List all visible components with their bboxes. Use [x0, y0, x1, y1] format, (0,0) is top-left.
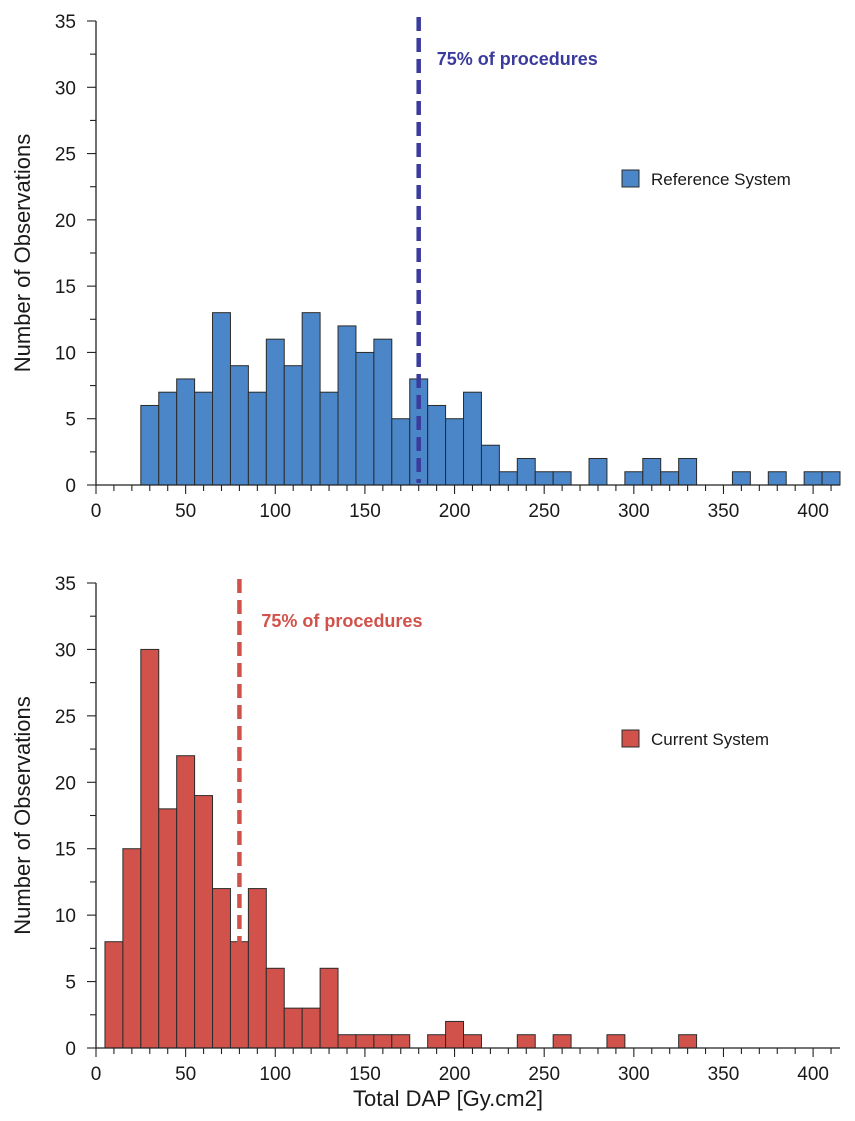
histogram-bar — [731, 471, 751, 486]
histogram-bar — [516, 457, 536, 486]
histogram-bar — [678, 1034, 698, 1049]
histogram-bar — [767, 471, 787, 486]
x-tick-label: 100 — [259, 501, 291, 522]
histogram-bar — [552, 471, 572, 486]
histogram-bar — [194, 795, 214, 1049]
y-tick-label: 5 — [65, 410, 76, 431]
x-tick-label: 0 — [91, 1064, 102, 1085]
histogram-bar — [480, 444, 500, 486]
histogram-bar — [463, 391, 482, 486]
y-tick-label: 30 — [55, 640, 76, 661]
histogram-bar — [140, 404, 160, 486]
histogram-bar — [194, 391, 214, 486]
legend-swatch — [621, 169, 640, 188]
histogram-bar — [624, 471, 644, 486]
y-tick-label: 15 — [55, 840, 76, 861]
legend-swatch — [621, 729, 640, 748]
x-tick-label: 150 — [349, 501, 381, 522]
histogram-bar — [821, 471, 841, 486]
x-tick-label: 250 — [528, 1064, 560, 1085]
histogram-bar — [445, 418, 465, 486]
histogram-bar — [247, 888, 267, 1049]
y-tick-label: 15 — [55, 277, 76, 298]
x-tick-label: 0 — [91, 501, 102, 522]
histogram-bar — [176, 755, 196, 1049]
legend-label: Current System — [651, 730, 769, 749]
x-tick-label: 150 — [349, 1064, 381, 1085]
y-axis-title: Number of Observations — [10, 134, 35, 372]
histogram-bar — [140, 648, 160, 1049]
histogram-bar — [283, 1007, 303, 1049]
x-tick-label: 100 — [259, 1064, 291, 1085]
y-tick-label: 30 — [55, 78, 76, 99]
y-tick-label: 5 — [65, 973, 76, 994]
histogram-bar — [445, 1020, 465, 1049]
histogram-bar — [301, 1007, 321, 1049]
histogram-bar — [319, 967, 339, 1049]
histogram-bar — [373, 1034, 393, 1049]
histogram-bar — [319, 391, 339, 486]
histogram-bar — [158, 391, 178, 486]
histogram-bar — [337, 325, 357, 486]
histogram-bar — [391, 1034, 411, 1049]
histogram-bar — [229, 365, 249, 486]
y-tick-label: 20 — [55, 773, 76, 794]
x-tick-label: 200 — [439, 501, 471, 522]
y-tick-label: 0 — [65, 476, 76, 497]
x-tick-label: 350 — [708, 501, 740, 522]
x-axis-title: Total DAP [Gy.cm2] — [353, 1086, 543, 1111]
y-tick-label: 20 — [55, 211, 76, 232]
histogram-bar — [534, 471, 554, 486]
x-tick-label: 300 — [618, 1064, 650, 1085]
histogram-bar — [463, 1034, 482, 1049]
histogram-bar — [247, 391, 267, 486]
x-tick-label: 400 — [797, 501, 829, 522]
histogram-bar — [265, 338, 285, 486]
x-tick-label: 50 — [175, 501, 196, 522]
x-tick-label: 300 — [618, 501, 650, 522]
x-tick-label: 250 — [528, 501, 560, 522]
histogram-bar — [678, 457, 698, 486]
histogram-bar — [552, 1034, 572, 1049]
x-tick-label: 350 — [708, 1064, 740, 1085]
y-axis-title: Number of Observations — [10, 696, 35, 934]
percentile-annotation: 75% of procedures — [437, 49, 598, 69]
histogram-bar — [212, 312, 231, 486]
histogram-bar — [283, 365, 303, 486]
x-tick-label: 200 — [439, 1064, 471, 1085]
legend-label: Reference System — [651, 170, 791, 189]
y-tick-label: 10 — [55, 343, 76, 364]
histogram-bar — [122, 848, 142, 1049]
x-tick-label: 400 — [797, 1064, 829, 1085]
histogram-bar — [212, 888, 231, 1049]
x-tick-label: 50 — [175, 1064, 196, 1085]
y-tick-label: 10 — [55, 906, 76, 927]
histogram-bar — [355, 1034, 375, 1049]
y-tick-label: 35 — [55, 574, 76, 595]
histogram-bar — [427, 1034, 447, 1049]
histogram-bar — [588, 457, 608, 486]
histogram-bar — [301, 312, 321, 486]
histogram-bar — [660, 471, 680, 486]
histogram-bar — [104, 941, 124, 1049]
histogram-bar — [337, 1034, 357, 1049]
histogram-bar — [803, 471, 823, 486]
histogram-bar — [606, 1034, 626, 1049]
y-tick-label: 25 — [55, 145, 76, 166]
y-tick-label: 0 — [65, 1039, 76, 1060]
histogram-bar — [427, 404, 447, 486]
histogram-bar — [498, 471, 518, 486]
histogram-bar — [516, 1034, 536, 1049]
histogram-bar — [265, 967, 285, 1049]
histogram-bar — [176, 378, 196, 486]
histogram-bar — [355, 351, 375, 486]
histogram-bar — [391, 418, 411, 486]
histogram-bar — [158, 808, 178, 1049]
percentile-annotation: 75% of procedures — [261, 611, 422, 631]
y-tick-label: 25 — [55, 707, 76, 728]
y-tick-label: 35 — [55, 12, 76, 33]
histogram-bar — [373, 338, 393, 486]
histogram-bar — [642, 457, 662, 486]
